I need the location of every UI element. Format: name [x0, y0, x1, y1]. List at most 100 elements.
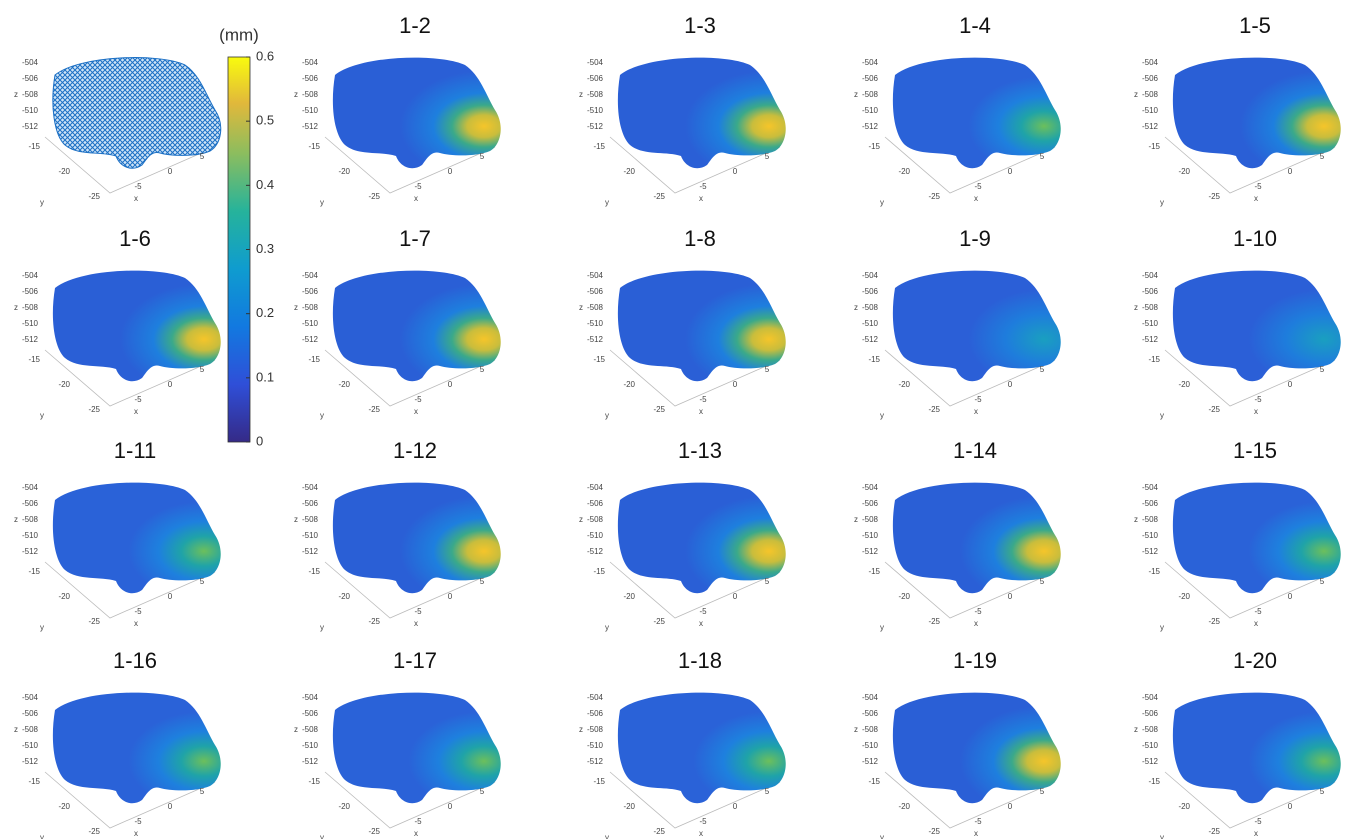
z-tick-label: -506 [1142, 74, 1159, 83]
colorbar-tick-label: 0 [256, 433, 263, 448]
x-tick-label: 5 [480, 365, 485, 374]
x-tick-label: -5 [414, 817, 422, 826]
z-tick-label: -512 [1142, 335, 1159, 344]
panel-title: 1-5 [1239, 13, 1271, 38]
z-tick-label: -508 [862, 303, 879, 312]
z-tick-label: -504 [22, 58, 39, 67]
surface [1173, 58, 1341, 169]
x-tick-label: -5 [1254, 607, 1262, 616]
z-tick-label: -508 [862, 90, 879, 99]
surface [618, 271, 786, 382]
y-tick-label: -25 [368, 827, 380, 836]
z-tick-label: -504 [587, 693, 604, 702]
z-tick-label: -512 [1142, 122, 1159, 131]
z-tick-label: -506 [862, 499, 879, 508]
y-tick-label: -25 [928, 617, 940, 626]
y-tick-label: -25 [368, 405, 380, 414]
z-tick-label: -506 [862, 709, 879, 718]
z-tick-label: -504 [1142, 271, 1159, 280]
z-axis-label: z [294, 725, 298, 734]
x-tick-label: 0 [1008, 802, 1013, 811]
x-tick-label: 0 [733, 380, 738, 389]
y-tick-label: -15 [28, 567, 40, 576]
surface [333, 693, 501, 804]
x-tick-label: -5 [699, 817, 707, 826]
surface-panel: -504-506-508-510-512z-15-20-25y-505x1-7 [294, 226, 501, 420]
z-tick-label: -512 [22, 757, 39, 766]
x-tick-label: 5 [765, 152, 770, 161]
x-axis-label: x [134, 407, 138, 416]
y-tick-label: -15 [1148, 355, 1160, 364]
z-axis-label: z [14, 303, 18, 312]
z-tick-label: -504 [587, 483, 604, 492]
y-axis-label: y [1160, 833, 1164, 839]
z-tick-label: -510 [587, 319, 604, 328]
y-tick-label: -15 [1148, 567, 1160, 576]
x-axis-label: x [134, 619, 138, 628]
panel-title: 1-17 [393, 648, 437, 673]
y-tick-label: -20 [58, 802, 70, 811]
z-tick-label: -506 [22, 287, 39, 296]
z-tick-label: -510 [302, 106, 319, 115]
y-tick-label: -20 [623, 592, 635, 601]
z-tick-label: -508 [22, 303, 39, 312]
y-axis-label: y [40, 411, 44, 420]
x-tick-label: 0 [448, 380, 453, 389]
z-tick-label: -512 [587, 122, 604, 131]
x-tick-label: 5 [765, 577, 770, 586]
surface [53, 58, 221, 169]
y-axis-label: y [1160, 411, 1164, 420]
y-axis-label: y [320, 833, 324, 839]
x-axis-label: x [974, 407, 978, 416]
page: (mm) 00.10.20.30.40.50.6-504-506-508-510… [0, 0, 1362, 839]
z-tick-label: -504 [587, 271, 604, 280]
z-tick-label: -506 [587, 287, 604, 296]
x-axis-label: x [699, 829, 703, 838]
z-tick-label: -510 [587, 106, 604, 115]
z-tick-label: -504 [302, 58, 319, 67]
x-tick-label: 5 [200, 365, 205, 374]
x-tick-label: 5 [1040, 577, 1045, 586]
z-tick-label: -510 [587, 531, 604, 540]
z-axis-label: z [579, 515, 583, 524]
surface [618, 483, 786, 594]
panel-title: 1-2 [399, 13, 431, 38]
y-tick-label: -25 [1208, 827, 1220, 836]
panel-title: 1-4 [959, 13, 991, 38]
z-tick-label: -508 [302, 303, 319, 312]
x-tick-label: -5 [1254, 182, 1262, 191]
y-tick-label: -15 [593, 355, 605, 364]
z-tick-label: -510 [22, 106, 39, 115]
y-tick-label: -20 [58, 380, 70, 389]
y-tick-label: -25 [1208, 405, 1220, 414]
z-tick-label: -512 [22, 335, 39, 344]
z-axis-label: z [854, 725, 858, 734]
z-tick-label: -508 [1142, 303, 1159, 312]
y-tick-label: -20 [898, 380, 910, 389]
surface-panel: -504-506-508-510-512z-15-20-25y-505x1-3 [579, 13, 786, 207]
z-tick-label: -510 [862, 106, 879, 115]
z-axis-label: z [1134, 515, 1138, 524]
z-axis-label: z [14, 90, 18, 99]
y-tick-label: -20 [623, 802, 635, 811]
colorbar-tick-label: 0.5 [256, 113, 274, 128]
surface [893, 271, 1061, 382]
z-tick-label: -510 [302, 319, 319, 328]
x-tick-label: 5 [765, 787, 770, 796]
x-axis-label: x [414, 619, 418, 628]
surface [1173, 483, 1341, 594]
y-axis-label: y [605, 411, 609, 420]
x-tick-label: 5 [480, 787, 485, 796]
z-tick-label: -504 [587, 58, 604, 67]
surface-panel: -504-506-508-510-512z-15-20-25y-505x1-19 [854, 648, 1061, 839]
x-tick-label: 5 [480, 152, 485, 161]
y-tick-label: -15 [868, 777, 880, 786]
x-tick-label: -5 [699, 182, 707, 191]
surface [333, 271, 501, 382]
x-tick-label: -5 [699, 395, 707, 404]
x-tick-label: -5 [974, 395, 982, 404]
z-tick-label: -510 [1142, 741, 1159, 750]
colorbar-tick-label: 0.4 [256, 177, 274, 192]
x-tick-label: 0 [448, 167, 453, 176]
surface-panel: -504-506-508-510-512z-15-20-25y-505x1-8 [579, 226, 786, 420]
